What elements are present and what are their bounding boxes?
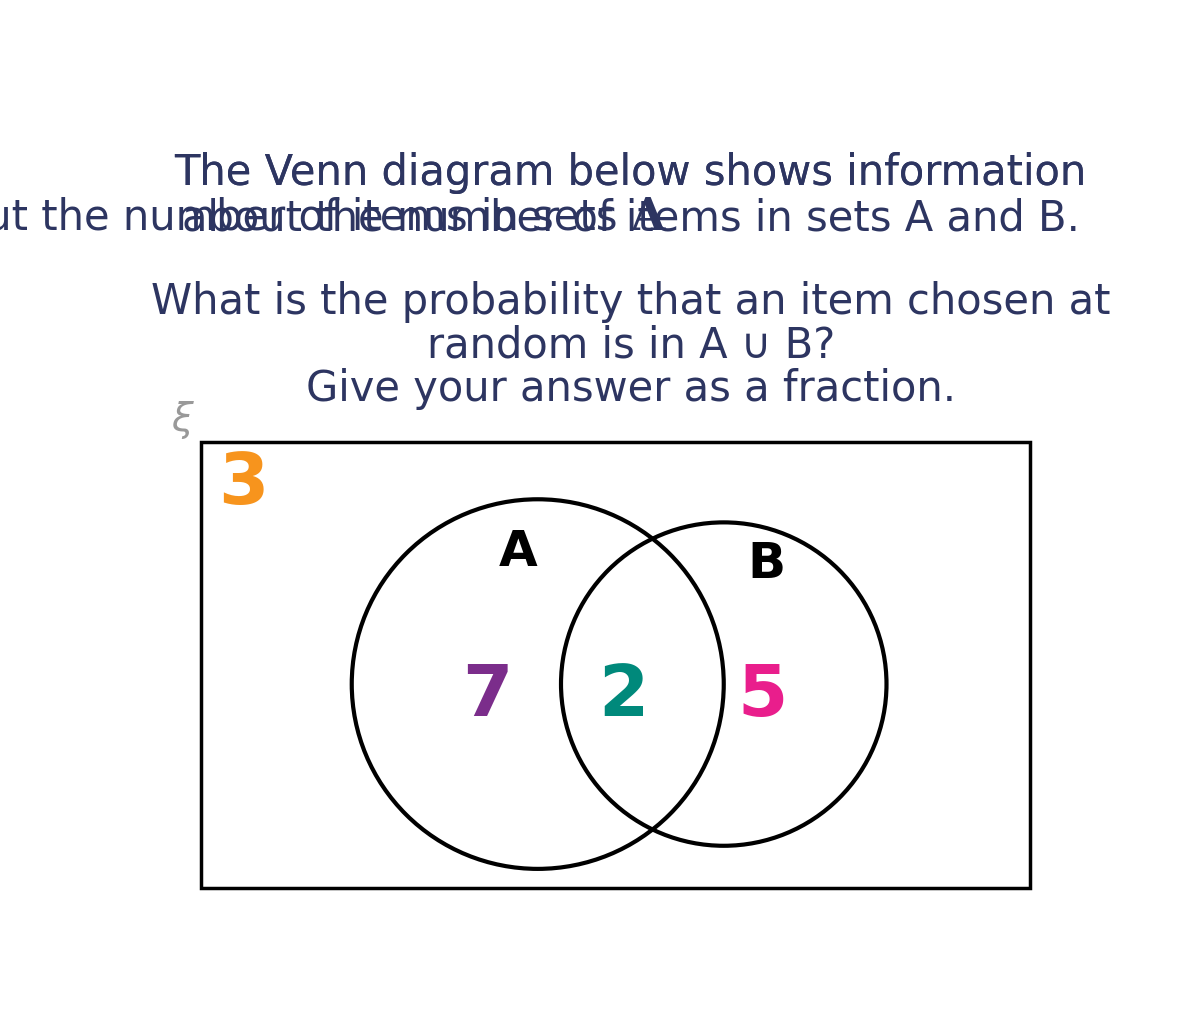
Text: What is the probability that an item chosen at: What is the probability that an item cho… (151, 280, 1111, 323)
Bar (201, 442, 1030, 889)
Text: B: B (748, 539, 785, 587)
Text: The Venn diagram below shows information: The Venn diagram below shows information (174, 152, 1087, 194)
Text: A: A (499, 528, 537, 575)
Text: 5: 5 (737, 661, 787, 730)
Text: random is in A ∪ B?: random is in A ∪ B? (427, 325, 835, 366)
Text: 3: 3 (218, 450, 268, 519)
Text: The Venn diagram below shows information: The Venn diagram below shows information (174, 152, 1087, 194)
Text: The Venn diagram below shows information: The Venn diagram below shows information (174, 152, 1087, 194)
Text: 7: 7 (463, 661, 512, 730)
Text: $\xi$: $\xi$ (171, 398, 195, 441)
Text: Give your answer as a fraction.: Give your answer as a fraction. (305, 367, 956, 409)
Text: about the number of items in sets Â and B.: about the number of items in sets Â and … (182, 196, 1079, 238)
Text: 2: 2 (597, 661, 648, 730)
Text: about the number of items in sets: about the number of items in sets (0, 196, 631, 238)
Text: about the number of items in sets A and B.: about the number of items in sets A and … (182, 197, 1079, 240)
Text: A: A (631, 196, 665, 239)
